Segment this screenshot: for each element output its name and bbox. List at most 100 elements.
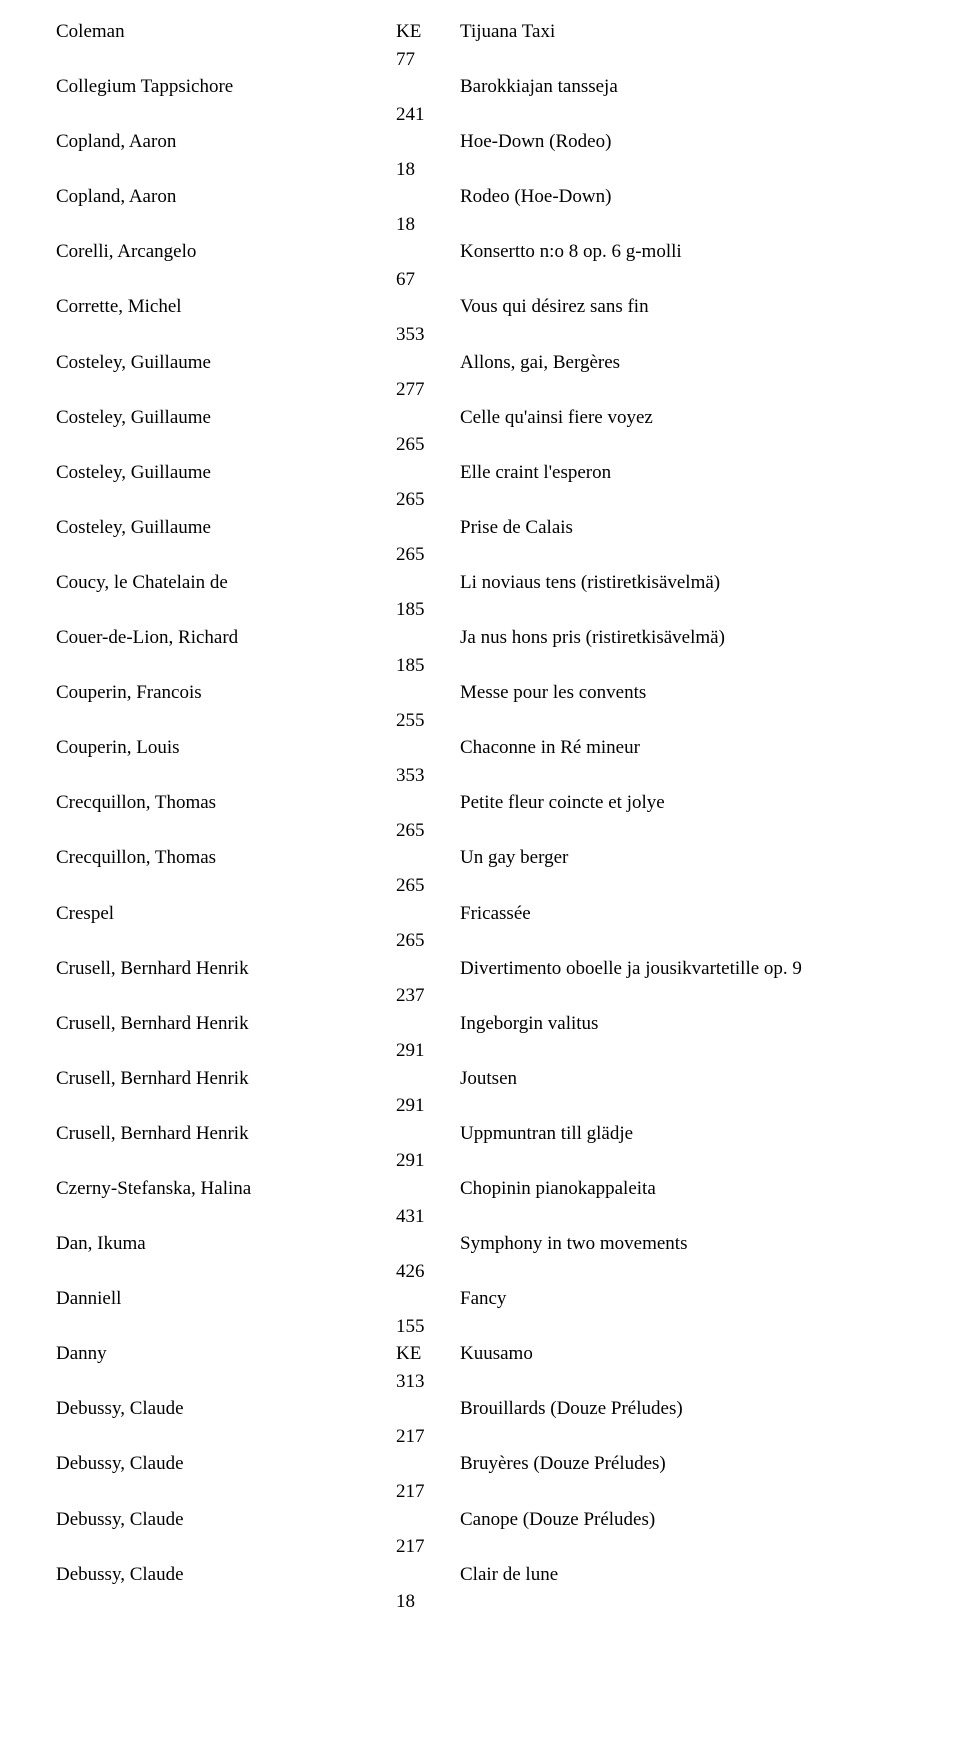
composer-cell: Corrette, Michel bbox=[56, 293, 396, 321]
entry-row: Collegium TappsichoreBarokkiajan tanssej… bbox=[56, 73, 904, 101]
entry-row: Crusell, Bernhard HenrikDivertimento obo… bbox=[56, 955, 904, 983]
empty-cell bbox=[56, 596, 396, 624]
empty-cell bbox=[56, 101, 396, 129]
entry-row: Crecquillon, ThomasUn gay berger bbox=[56, 844, 904, 872]
code-top-cell bbox=[396, 128, 460, 156]
entry-row: Debussy, ClaudeCanope (Douze Préludes) bbox=[56, 1506, 904, 1534]
entry-subrow: 217 bbox=[56, 1423, 904, 1451]
composer-cell: Crusell, Bernhard Henrik bbox=[56, 1010, 396, 1038]
empty-cell bbox=[56, 927, 396, 955]
empty-cell bbox=[460, 46, 904, 74]
entry-subrow: 353 bbox=[56, 321, 904, 349]
code-bottom-cell: 18 bbox=[396, 1588, 460, 1616]
entry-subrow: 18 bbox=[56, 156, 904, 184]
code-top-cell bbox=[396, 183, 460, 211]
entry-subrow: 255 bbox=[56, 707, 904, 735]
entry-subrow: 291 bbox=[56, 1037, 904, 1065]
composer-cell: Debussy, Claude bbox=[56, 1450, 396, 1478]
entry-subrow: 241 bbox=[56, 101, 904, 129]
empty-cell bbox=[460, 211, 904, 239]
code-bottom-cell: 77 bbox=[396, 46, 460, 74]
title-cell: Elle craint l'esperon bbox=[460, 459, 904, 487]
code-bottom-cell: 155 bbox=[396, 1313, 460, 1341]
empty-cell bbox=[56, 1037, 396, 1065]
composer-cell: Collegium Tappsichore bbox=[56, 73, 396, 101]
empty-cell bbox=[460, 1533, 904, 1561]
code-top-cell bbox=[396, 569, 460, 597]
empty-cell bbox=[460, 652, 904, 680]
empty-cell bbox=[56, 982, 396, 1010]
code-top-cell bbox=[396, 1120, 460, 1148]
entry-row: CrespelFricassée bbox=[56, 900, 904, 928]
empty-cell bbox=[460, 541, 904, 569]
entry-subrow: 313 bbox=[56, 1368, 904, 1396]
entry-row: Crusell, Bernhard HenrikIngeborgin valit… bbox=[56, 1010, 904, 1038]
entry-subrow: 265 bbox=[56, 872, 904, 900]
entry-subrow: 291 bbox=[56, 1147, 904, 1175]
empty-cell bbox=[460, 1368, 904, 1396]
empty-cell bbox=[460, 596, 904, 624]
entry-row: Costeley, GuillaumeCelle qu'ainsi fiere … bbox=[56, 404, 904, 432]
entry-row: Costeley, GuillaumePrise de Calais bbox=[56, 514, 904, 542]
composer-cell: Crusell, Bernhard Henrik bbox=[56, 955, 396, 983]
empty-cell bbox=[56, 1368, 396, 1396]
title-cell: Chopinin pianokappaleita bbox=[460, 1175, 904, 1203]
empty-cell bbox=[56, 541, 396, 569]
empty-cell bbox=[56, 1478, 396, 1506]
code-bottom-cell: 237 bbox=[396, 982, 460, 1010]
code-top-cell bbox=[396, 734, 460, 762]
empty-cell bbox=[460, 1313, 904, 1341]
empty-cell bbox=[56, 211, 396, 239]
empty-cell bbox=[56, 1203, 396, 1231]
empty-cell bbox=[56, 1423, 396, 1451]
code-top-cell bbox=[396, 1065, 460, 1093]
code-top-cell bbox=[396, 349, 460, 377]
composer-cell: Costeley, Guillaume bbox=[56, 459, 396, 487]
composer-cell: Coleman bbox=[56, 18, 396, 46]
composer-cell: Corelli, Arcangelo bbox=[56, 238, 396, 266]
title-cell: Clair de lune bbox=[460, 1561, 904, 1589]
code-top-cell bbox=[396, 73, 460, 101]
empty-cell bbox=[460, 1423, 904, 1451]
entry-row: Dan, IkumaSymphony in two movements bbox=[56, 1230, 904, 1258]
entry-subrow: 265 bbox=[56, 927, 904, 955]
entry-subrow: 77 bbox=[56, 46, 904, 74]
entry-subrow: 18 bbox=[56, 211, 904, 239]
empty-cell bbox=[460, 982, 904, 1010]
entry-subrow: 265 bbox=[56, 431, 904, 459]
composer-cell: Danniell bbox=[56, 1285, 396, 1313]
entry-row: Copland, AaronRodeo (Hoe-Down) bbox=[56, 183, 904, 211]
title-cell: Uppmuntran till glädje bbox=[460, 1120, 904, 1148]
title-cell: Fricassée bbox=[460, 900, 904, 928]
entry-row: Couperin, LouisChaconne in Ré mineur bbox=[56, 734, 904, 762]
entry-row: Costeley, Guillaume Elle craint l'esperon bbox=[56, 459, 904, 487]
code-top-cell bbox=[396, 293, 460, 321]
title-cell: Fancy bbox=[460, 1285, 904, 1313]
title-cell: Messe pour les convents bbox=[460, 679, 904, 707]
empty-cell bbox=[56, 266, 396, 294]
title-cell: Canope (Douze Préludes) bbox=[460, 1506, 904, 1534]
empty-cell bbox=[460, 1478, 904, 1506]
code-top-cell bbox=[396, 459, 460, 487]
code-bottom-cell: 217 bbox=[396, 1533, 460, 1561]
empty-cell bbox=[460, 872, 904, 900]
empty-cell bbox=[56, 321, 396, 349]
code-bottom-cell: 217 bbox=[396, 1478, 460, 1506]
entry-row: Debussy, ClaudeClair de lune bbox=[56, 1561, 904, 1589]
title-cell: Symphony in two movements bbox=[460, 1230, 904, 1258]
code-bottom-cell: 217 bbox=[396, 1423, 460, 1451]
title-cell: Prise de Calais bbox=[460, 514, 904, 542]
code-top-cell bbox=[396, 1230, 460, 1258]
entry-row: Debussy, ClaudeBrouillards (Douze Prélud… bbox=[56, 1395, 904, 1423]
title-cell: Un gay berger bbox=[460, 844, 904, 872]
title-cell: Hoe-Down (Rodeo) bbox=[460, 128, 904, 156]
code-bottom-cell: 426 bbox=[396, 1258, 460, 1286]
composer-cell: Couperin, Louis bbox=[56, 734, 396, 762]
empty-cell bbox=[460, 927, 904, 955]
title-cell: Li noviaus tens (ristiretkisävelmä) bbox=[460, 569, 904, 597]
code-bottom-cell: 67 bbox=[396, 266, 460, 294]
empty-cell bbox=[460, 1258, 904, 1286]
entry-subrow: 265 bbox=[56, 817, 904, 845]
entry-row: ColemanKETijuana Taxi bbox=[56, 18, 904, 46]
code-top-cell bbox=[396, 624, 460, 652]
